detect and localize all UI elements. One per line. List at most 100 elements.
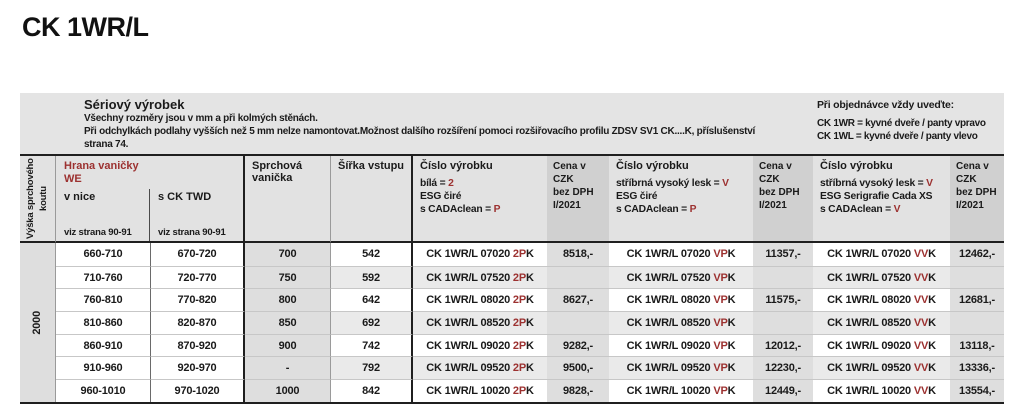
- height-column-header: Výška sprchového koutu: [20, 156, 56, 243]
- order-note-title: Při objednávce vždy uveďte:: [817, 99, 954, 111]
- product-header-vvk-line2: ESG Serigrafie Cada XS: [820, 191, 933, 203]
- product-code-2pk: CK 1WR/L 08520 2P K: [413, 311, 547, 334]
- legend-text: stříbrná vysoký lesk =: [820, 178, 927, 189]
- product-header-vpk-line3: s CADAclean = P: [616, 203, 749, 216]
- tray-edge-subcolumns: v nice viz strana 90-91 s CK TWD viz str…: [56, 189, 243, 241]
- product-header-vpk: Číslo výrobku stříbrná vysoký lesk = V E…: [609, 156, 753, 243]
- product-header-vvk-line1: stříbrná vysoký lesk = V: [820, 177, 946, 190]
- tray-edge-subtitle: WE: [64, 173, 82, 186]
- entry-width: 542: [331, 243, 413, 266]
- product-code-2pk: CK 1WR/L 09020 2P K: [413, 333, 547, 357]
- range-s-ck-twd: 770-820: [151, 288, 245, 312]
- price-header-vvk: Cena v CZK bez DPH I/2021: [950, 156, 1004, 243]
- range-s-ck-twd: 720-770: [151, 265, 245, 289]
- subcol-v-nice-label: v nice: [64, 191, 96, 204]
- price-header-line2: bez DPH: [956, 187, 997, 198]
- product-code-vpk: CK 1WR/L 09520 VP K: [609, 356, 753, 380]
- order-note-line-2: CK 1WL = kyvné dveře / panty vlevo: [817, 130, 978, 142]
- range-s-ck-twd: 870-920: [151, 333, 245, 357]
- price-vpk: [753, 265, 813, 289]
- subcol-s-ck-twd-ref: viz strana 90-91: [158, 227, 226, 238]
- subcol-v-nice: v nice viz strana 90-91: [56, 189, 149, 241]
- product-header-vvk-title: Číslo výrobku: [820, 160, 893, 172]
- price-vpk: 11575,-: [753, 288, 813, 312]
- price-vpk: 12449,-: [753, 379, 813, 402]
- price-header-line3: I/2021: [956, 200, 984, 211]
- product-table: Sériový výrobek Všechny rozměry jsou v m…: [20, 93, 1004, 404]
- product-code-2pk: CK 1WR/L 07520 2P K: [413, 265, 547, 289]
- product-code-vpk: CK 1WR/L 07020 VP K: [609, 243, 753, 266]
- price-vvk: [950, 265, 1004, 289]
- tray-width: 900: [245, 333, 331, 357]
- legend-text: bílá =: [420, 178, 449, 189]
- product-header-vpk-line1: stříbrná vysoký lesk = V: [616, 177, 749, 190]
- range-v-nice: 960-1010: [56, 379, 151, 402]
- subcol-v-nice-ref: viz strana 90-91: [64, 227, 132, 238]
- product-code-vvk: CK 1WR/L 09020 VV K: [813, 333, 950, 357]
- price-2pk: 8518,-: [547, 243, 609, 266]
- entry-width: 742: [331, 333, 413, 357]
- range-v-nice: 910-960: [56, 356, 151, 380]
- product-code-vpk: CK 1WR/L 08520 VP K: [609, 311, 753, 334]
- price-header-2pk: Cena v CZK bez DPH I/2021: [547, 156, 609, 243]
- info-line-3: strana 74.: [84, 138, 129, 150]
- subcol-s-ck-twd: s CK TWD viz strana 90-91: [149, 189, 243, 241]
- range-s-ck-twd: 920-970: [151, 356, 245, 380]
- tray-header: Sprchová vanička: [245, 156, 331, 243]
- tray-width: 850: [245, 311, 331, 334]
- price-header-line2: bez DPH: [759, 187, 800, 198]
- product-header-2pk: Číslo výrobku bílá = 2 ESG čiré s CADAcl…: [413, 156, 547, 243]
- legend-code: 2: [448, 178, 454, 189]
- legend-text: s CADAclean =: [616, 204, 690, 216]
- product-header-2pk-title: Číslo výrobku: [420, 160, 493, 172]
- price-header-line3: I/2021: [759, 200, 787, 211]
- entry-width: 792: [331, 356, 413, 380]
- info-line-2: Při odchylkách podlahy vyšších než 5 mm …: [84, 125, 756, 137]
- legend-code: P: [689, 204, 697, 216]
- product-header-2pk-line2: ESG čiré: [420, 191, 462, 203]
- product-code-2pk: CK 1WR/L 10020 2P K: [413, 379, 547, 402]
- product-code-vpk: CK 1WR/L 08020 VP K: [609, 288, 753, 312]
- product-code-vvk: CK 1WR/L 08020 VV K: [813, 288, 950, 312]
- product-header-vpk-line2: ESG čiré: [616, 191, 658, 203]
- price-2pk: 9500,-: [547, 356, 609, 380]
- price-header-line1: Cena v CZK: [759, 161, 792, 185]
- price-2pk: [547, 265, 609, 289]
- height-value-cell: 2000: [20, 243, 56, 402]
- entry-width: 692: [331, 311, 413, 334]
- entry-width-header: Šířka vstupu: [331, 156, 413, 243]
- price-header-vpk: Cena v CZK bez DPH I/2021: [753, 156, 813, 243]
- price-vvk: 13118,-: [950, 333, 1004, 357]
- price-vvk: 12681,-: [950, 288, 1004, 312]
- range-s-ck-twd: 820-870: [151, 311, 245, 334]
- order-note: Při objednávce vždy uveďte: CK 1WR = kyv…: [817, 99, 1002, 144]
- price-vvk: 12462,-: [950, 243, 1004, 266]
- tray-edge-title-text: Hrana vaničky: [64, 160, 139, 172]
- subcol-s-ck-twd-label: s CK TWD: [158, 191, 212, 204]
- price-vvk: 13336,-: [950, 356, 1004, 380]
- product-code-vvk: CK 1WR/L 07520 VV K: [813, 265, 950, 289]
- page-title: CK 1WR/L: [22, 12, 149, 42]
- price-header-line3: I/2021: [553, 200, 581, 211]
- price-vvk: [950, 311, 1004, 334]
- legend-code: P: [493, 204, 501, 216]
- product-code-vpk: CK 1WR/L 07520 VP K: [609, 265, 753, 289]
- product-header-vpk-title: Číslo výrobku: [616, 160, 689, 172]
- legend-text: s CADAclean =: [420, 204, 494, 216]
- price-header-line1: Cena v CZK: [553, 161, 586, 185]
- series-info: Sériový výrobek Všechny rozměry jsou v m…: [84, 97, 814, 151]
- entry-width: 592: [331, 265, 413, 289]
- range-s-ck-twd: 670-720: [151, 243, 245, 266]
- price-header-line1: Cena v CZK: [956, 161, 989, 185]
- range-s-ck-twd: 970-1020: [151, 379, 245, 402]
- price-table-grid: Výška sprchového koutu Hrana vaničky WE …: [20, 156, 1004, 404]
- range-v-nice: 810-860: [56, 311, 151, 334]
- price-vpk: 12012,-: [753, 333, 813, 357]
- price-vpk: [753, 311, 813, 334]
- legend-code: V: [926, 178, 933, 189]
- order-note-line-1: CK 1WR = kyvné dveře / panty vpravo: [817, 118, 986, 129]
- price-2pk: 9282,-: [547, 333, 609, 357]
- legend-text: stříbrná vysoký lesk =: [616, 178, 723, 189]
- tray-width: 800: [245, 288, 331, 312]
- price-2pk: 9828,-: [547, 379, 609, 402]
